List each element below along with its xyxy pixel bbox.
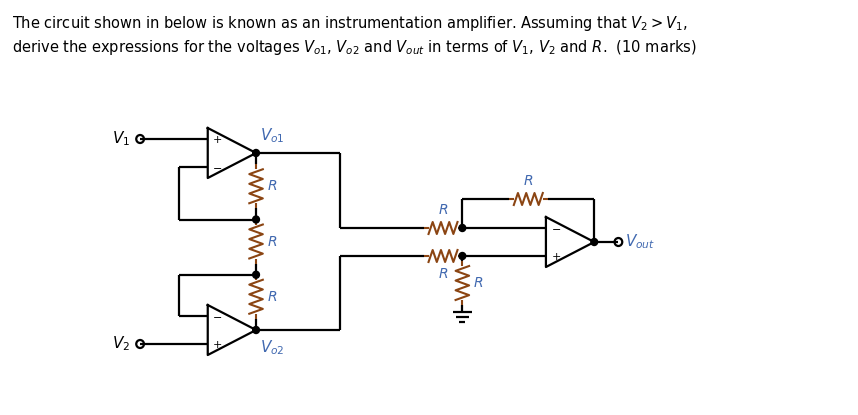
Text: $V_{o1}$: $V_{o1}$ [260, 126, 285, 145]
Text: $R$: $R$ [523, 174, 534, 188]
Circle shape [252, 327, 259, 334]
Circle shape [252, 216, 259, 223]
Text: $R$: $R$ [438, 267, 448, 281]
Text: $R$: $R$ [438, 203, 448, 217]
Circle shape [459, 252, 466, 259]
Circle shape [459, 225, 466, 232]
Text: $V_2$: $V_2$ [112, 334, 130, 353]
Circle shape [252, 149, 259, 156]
Text: $+$: $+$ [551, 251, 560, 261]
Text: $+$: $+$ [212, 339, 222, 349]
Text: $-$: $-$ [551, 223, 560, 233]
Text: $V_{out}$: $V_{out}$ [625, 233, 656, 251]
Circle shape [591, 239, 598, 246]
Text: $-$: $-$ [212, 162, 222, 172]
Text: $R$: $R$ [267, 234, 277, 249]
Text: $R$: $R$ [267, 179, 277, 193]
Text: $R$: $R$ [473, 276, 483, 290]
Text: $V_1$: $V_1$ [112, 129, 130, 148]
Text: $-$: $-$ [212, 311, 222, 321]
Text: $V_{o2}$: $V_{o2}$ [260, 338, 285, 357]
Text: $+$: $+$ [212, 134, 222, 144]
Text: $R$: $R$ [267, 290, 277, 304]
Circle shape [252, 271, 259, 278]
Text: The circuit shown in below is known as an instrumentation amplifier. Assuming th: The circuit shown in below is known as a… [12, 14, 687, 33]
Text: derive the expressions for the voltages $V_{o1}$, $V_{o2}$ and $V_{out}$ in term: derive the expressions for the voltages … [12, 38, 696, 57]
